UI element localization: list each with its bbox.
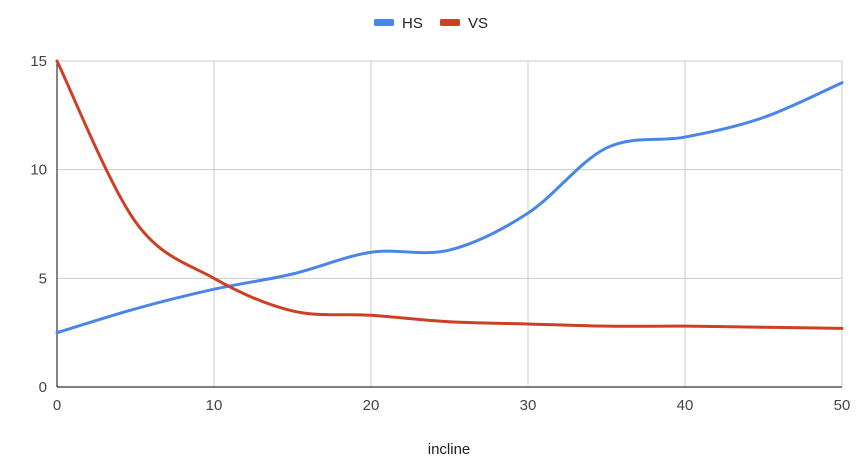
legend: HS VS <box>374 15 488 32</box>
x-tick-label: 0 <box>53 397 61 414</box>
gridlines <box>56 60 843 388</box>
x-tick-label: 10 <box>206 397 223 414</box>
x-tick-label: 50 <box>834 397 851 414</box>
series-line-hs <box>55 81 844 335</box>
legend-swatch-hs <box>374 19 394 26</box>
series-layer <box>55 59 844 335</box>
x-axis-title: incline <box>428 441 471 458</box>
y-tick-label: 0 <box>39 379 47 396</box>
legend-label-hs: HS <box>402 15 423 32</box>
axis-ticks: 0 10 20 30 40 50 0 5 10 15 <box>30 53 850 414</box>
x-tick-label: 40 <box>677 397 694 414</box>
y-tick-label: 10 <box>30 162 47 179</box>
legend-label-vs: VS <box>468 15 488 32</box>
series-line-vs <box>55 59 844 330</box>
legend-swatch-vs <box>440 19 460 26</box>
x-tick-label: 20 <box>363 397 380 414</box>
y-tick-label: 15 <box>30 53 47 70</box>
y-tick-label: 5 <box>39 270 47 287</box>
x-tick-label: 30 <box>520 397 537 414</box>
